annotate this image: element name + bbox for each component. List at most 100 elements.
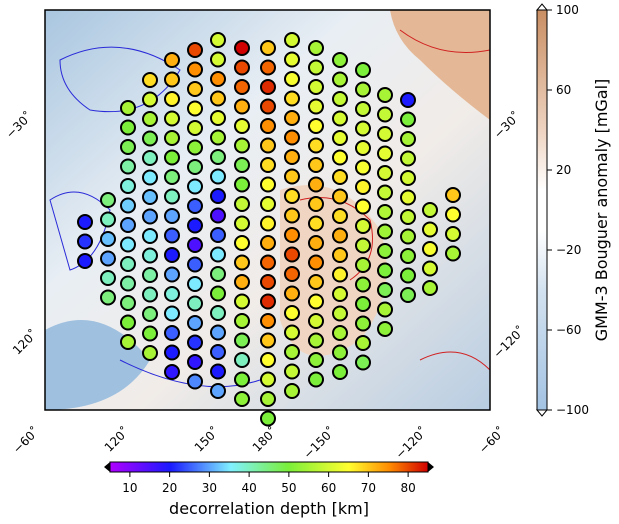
dot <box>210 129 226 146</box>
dot <box>77 214 93 230</box>
dot <box>284 305 300 321</box>
dot <box>377 282 393 298</box>
tick-label: 100 <box>556 3 579 17</box>
dot <box>100 289 116 306</box>
dot <box>120 314 136 331</box>
dot <box>422 260 438 277</box>
colorbar-bouguer <box>536 9 548 411</box>
dot <box>164 52 180 68</box>
dot <box>100 250 116 267</box>
dot <box>355 179 371 195</box>
dot <box>332 130 348 146</box>
dot <box>234 235 250 251</box>
dot <box>377 106 393 123</box>
dot <box>234 254 250 271</box>
dot <box>332 247 348 263</box>
dot <box>142 169 158 186</box>
dot <box>377 126 393 142</box>
dot <box>142 150 158 166</box>
dot <box>210 110 226 126</box>
dot <box>308 176 324 193</box>
dot <box>377 301 393 318</box>
map-label: −30˚ <box>2 108 35 141</box>
dot <box>210 207 226 224</box>
dot <box>187 295 203 312</box>
dot <box>210 305 226 321</box>
dot <box>120 119 136 136</box>
dot <box>260 137 276 154</box>
dot <box>100 270 116 286</box>
tick-label: −20 <box>556 243 581 257</box>
dot <box>284 383 300 399</box>
dot <box>308 332 324 349</box>
dot <box>332 344 348 361</box>
dot <box>260 274 276 290</box>
dot <box>355 120 371 137</box>
map-label: −60˚ <box>9 424 42 457</box>
dot <box>120 295 136 311</box>
dot <box>187 139 203 156</box>
dot <box>400 131 416 147</box>
dot <box>120 178 136 194</box>
dot <box>260 98 276 115</box>
dot <box>260 40 276 56</box>
dot <box>355 218 371 234</box>
dot <box>142 247 158 264</box>
dot <box>142 130 158 147</box>
dot <box>355 198 371 215</box>
dot <box>210 168 226 185</box>
dot <box>400 92 416 108</box>
dot <box>210 363 226 380</box>
dot <box>120 158 136 175</box>
dot <box>234 98 250 115</box>
dot <box>260 391 276 407</box>
dot <box>355 276 371 293</box>
dot <box>142 325 158 342</box>
dot <box>187 61 203 78</box>
dot <box>120 100 136 116</box>
dot <box>422 202 438 218</box>
dot <box>377 87 393 103</box>
dot <box>284 227 300 243</box>
dot <box>164 266 180 283</box>
dot <box>355 159 371 176</box>
dot <box>308 371 324 388</box>
dot <box>164 71 180 88</box>
colorbar-ends <box>535 3 549 417</box>
dot <box>308 157 324 173</box>
dot <box>308 59 324 76</box>
dot <box>187 42 203 58</box>
dot <box>164 364 180 380</box>
dot <box>284 344 300 360</box>
dot <box>284 324 300 341</box>
dot <box>284 285 300 302</box>
map-label: 120˚ <box>9 326 40 357</box>
dot <box>142 345 158 361</box>
dot <box>210 51 226 68</box>
dot <box>400 287 416 303</box>
dot <box>187 81 203 97</box>
dot <box>187 100 203 117</box>
dot <box>187 276 203 292</box>
dot <box>142 306 158 322</box>
dot <box>308 79 324 95</box>
dot <box>355 101 371 117</box>
dot <box>355 257 371 273</box>
map-label: −60˚ <box>475 424 508 457</box>
dot <box>422 280 438 296</box>
dot <box>284 266 300 282</box>
dot <box>332 110 348 127</box>
dot <box>164 188 180 205</box>
dot <box>445 187 461 203</box>
dot <box>164 130 180 146</box>
dot <box>234 215 250 232</box>
dot <box>400 150 416 167</box>
dot <box>120 217 136 233</box>
tick-label: 80 <box>400 481 415 495</box>
dot <box>377 223 393 240</box>
dot <box>120 334 136 350</box>
dot <box>142 286 158 303</box>
dot <box>332 305 348 322</box>
dot <box>377 165 393 181</box>
map-label: 180˚ <box>249 424 280 455</box>
